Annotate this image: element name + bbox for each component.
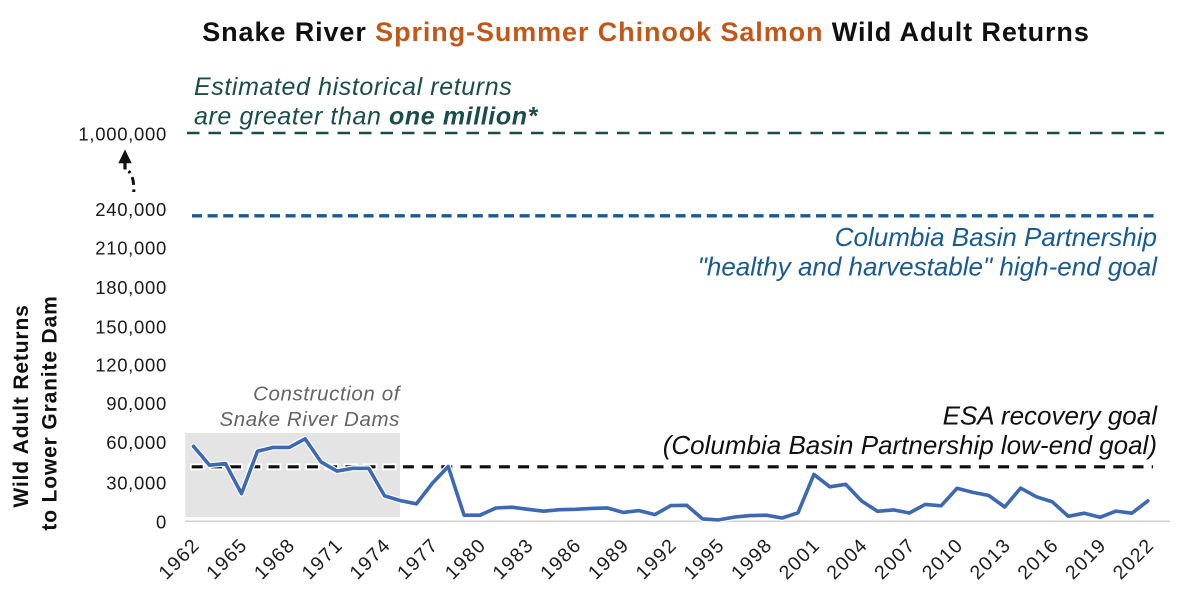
svg-text:120,000: 120,000 (95, 355, 167, 376)
svg-text:(Columbia Basin Partnership lo: (Columbia Basin Partnership low-end goal… (663, 430, 1157, 460)
svg-text:210,000: 210,000 (95, 238, 167, 259)
svg-text:30,000: 30,000 (106, 473, 167, 494)
svg-text:Columbia Basin Partnership: Columbia Basin Partnership (835, 222, 1157, 252)
svg-text:90,000: 90,000 (106, 393, 167, 414)
svg-text:240,000: 240,000 (95, 199, 167, 220)
svg-text:Snake River Dams: Snake River Dams (220, 408, 401, 431)
svg-text:to Lower Granite Dam: to Lower Granite Dam (39, 295, 62, 530)
svg-text:0: 0 (156, 512, 167, 533)
svg-text:60,000: 60,000 (106, 432, 167, 453)
svg-text:Wild Adult Returns: Wild Adult Returns (10, 304, 33, 507)
svg-text:Estimated historical returns: Estimated historical returns (194, 73, 512, 101)
svg-text:"healthy and harvestable" high: "healthy and harvestable" high-end goal (698, 252, 1159, 282)
svg-text:are greater than one million*: are greater than one million* (194, 103, 539, 131)
svg-text:150,000: 150,000 (95, 316, 167, 337)
svg-text:Construction of: Construction of (253, 383, 402, 406)
svg-text:Snake River Spring-Summer Chin: Snake River Spring-Summer Chinook Salmon… (202, 17, 1090, 47)
svg-text:180,000: 180,000 (95, 277, 167, 298)
svg-text:1,000,000: 1,000,000 (78, 124, 167, 145)
svg-text:ESA recovery goal: ESA recovery goal (943, 401, 1159, 431)
